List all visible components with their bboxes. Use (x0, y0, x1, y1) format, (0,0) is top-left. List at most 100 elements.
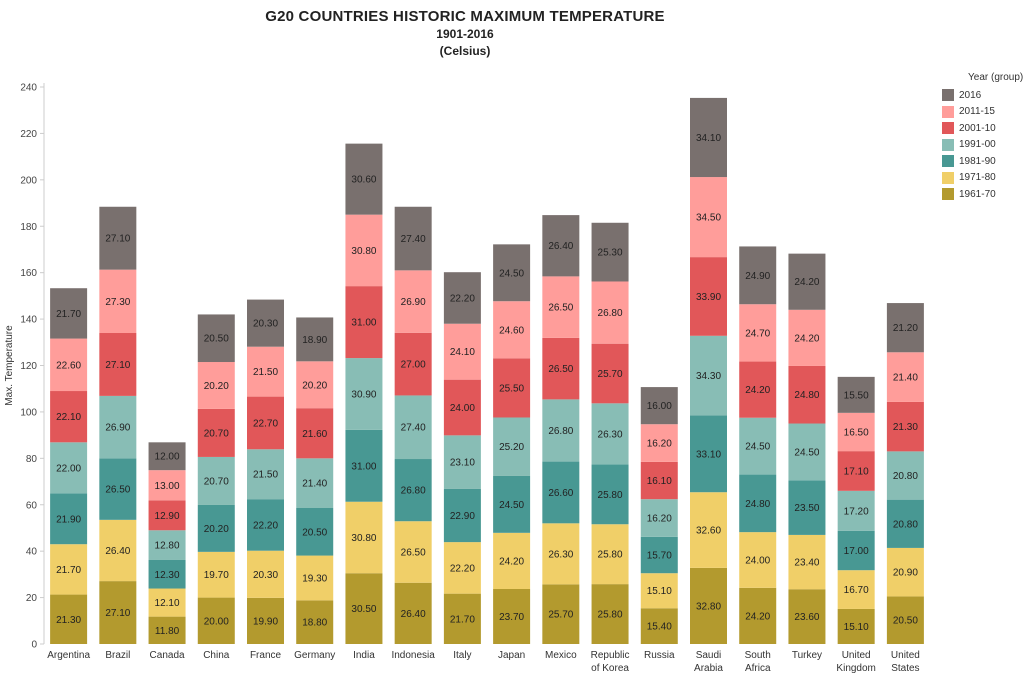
bar-segment (296, 361, 334, 409)
x-tick-label: Germany (294, 650, 335, 661)
bar-segment (788, 365, 826, 424)
bar-segment (394, 332, 432, 396)
y-tick-label: 200 (20, 175, 37, 186)
legend-label: 1961-70 (959, 188, 996, 200)
legend-swatch (942, 89, 954, 102)
bar-segment (99, 395, 137, 459)
legend-swatch (942, 188, 954, 201)
x-tick-label: United (842, 650, 871, 661)
bar-segment (394, 206, 432, 271)
data-label: 27.00 (401, 360, 426, 371)
data-label: 26.50 (401, 547, 426, 558)
bar-segment (345, 429, 383, 502)
x-tick-label: China (203, 650, 230, 661)
bar-segment (247, 499, 284, 551)
data-label: 26.80 (401, 486, 426, 497)
legend-item: 2011-15 (942, 104, 1023, 121)
x-tick-label: Brazil (105, 650, 130, 661)
title-block: G20 COUNTRIES HISTORIC MAXIMUM TEMPERATU… (0, 8, 930, 59)
data-label: 21.30 (56, 615, 81, 626)
bar-segment (837, 608, 875, 644)
legend-item: 1991-00 (942, 137, 1023, 154)
data-label: 20.00 (204, 616, 229, 627)
bar-segment (640, 608, 678, 644)
data-label: 21.50 (253, 367, 278, 378)
data-label: 17.00 (844, 546, 869, 557)
y-tick-label: 20 (26, 593, 38, 604)
data-label: 20.70 (204, 476, 229, 487)
bar-segment (493, 301, 531, 359)
bar-segment (640, 573, 678, 609)
data-label: 17.20 (844, 506, 869, 517)
data-label: 13.00 (155, 481, 180, 492)
legend-label: 1981-90 (959, 155, 996, 167)
x-tick-label: Argentina (47, 650, 90, 661)
data-label: 20.30 (253, 570, 278, 581)
data-label: 30.50 (351, 604, 376, 615)
data-label: 21.40 (302, 479, 327, 490)
bar-segment (640, 424, 678, 462)
y-tick-label: 140 (20, 315, 37, 326)
x-tick-label: Turkey (792, 650, 822, 661)
legend-item: 1961-70 (942, 186, 1023, 203)
data-label: 27.30 (105, 297, 130, 308)
bar-segment (148, 442, 186, 471)
x-tick-label: Indonesia (391, 650, 435, 661)
x-tick-label: Arabia (694, 663, 723, 674)
bar-segment (788, 589, 826, 644)
data-label: 12.00 (155, 452, 180, 463)
bar-segment (591, 584, 629, 644)
bar-segment (443, 488, 481, 543)
bar-segment (739, 246, 777, 305)
data-label: 25.80 (598, 610, 623, 621)
data-label: 27.10 (105, 234, 130, 245)
data-label: 25.70 (548, 610, 573, 621)
bar-segment (50, 493, 88, 545)
data-label: 22.20 (253, 520, 278, 531)
data-label: 21.30 (893, 422, 918, 433)
bar-segment (345, 214, 383, 287)
bar-segment (542, 523, 580, 585)
bar-segment (493, 475, 531, 533)
data-label: 12.90 (155, 511, 180, 522)
bar-segment (99, 333, 137, 396)
x-tick-label: of Korea (591, 663, 629, 674)
y-tick-label: 160 (20, 268, 37, 279)
data-label: 22.00 (56, 463, 81, 474)
bar-segment (148, 559, 186, 589)
bar-segment (493, 244, 531, 302)
data-label: 24.50 (499, 268, 524, 279)
data-label: 26.60 (548, 488, 573, 499)
data-label: 33.90 (696, 292, 721, 303)
data-label: 16.00 (647, 401, 672, 412)
bar-segment (493, 358, 531, 418)
data-label: 25.80 (598, 550, 623, 561)
bar-segment (197, 408, 235, 457)
data-label: 20.90 (893, 568, 918, 579)
data-label: 16.10 (647, 476, 672, 487)
data-label: 24.00 (745, 555, 770, 566)
data-label: 26.80 (598, 308, 623, 319)
data-label: 22.60 (56, 360, 81, 371)
bar-segment (739, 304, 777, 362)
bar-segment (542, 461, 580, 524)
legend-item: 2016 (942, 87, 1023, 104)
data-label: 20.80 (893, 519, 918, 530)
x-tick-label: Africa (745, 663, 771, 674)
data-label: 20.20 (302, 380, 327, 391)
data-label: 16.20 (647, 439, 672, 450)
data-label: 34.50 (696, 213, 721, 224)
bar-segment (197, 597, 235, 644)
bar-segment (690, 492, 727, 568)
bar-segment (50, 594, 88, 644)
bar-segment (443, 272, 481, 324)
data-label: 20.20 (204, 524, 229, 535)
data-label: 17.10 (844, 466, 869, 477)
bar-segment (197, 551, 235, 598)
bar-segment (296, 555, 334, 601)
data-label: 34.10 (696, 133, 721, 144)
legend-items: 2016 2011-15 2001-10 1991-00 1981-90 1971-80 1… (942, 87, 1023, 203)
bar-segment (739, 361, 777, 418)
y-tick-label: 80 (26, 454, 38, 465)
data-label: 26.40 (401, 609, 426, 620)
